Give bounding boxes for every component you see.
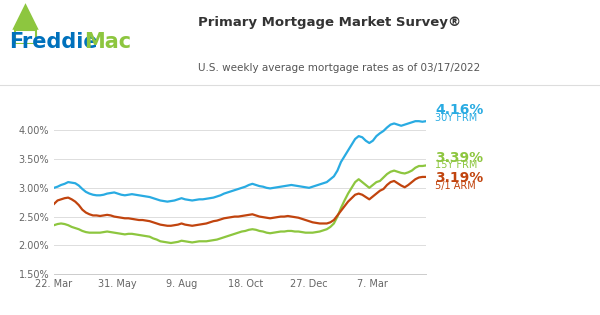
Text: Primary Mortgage Market Survey®: Primary Mortgage Market Survey® [198, 16, 461, 29]
Text: 5/1 ARM: 5/1 ARM [435, 181, 476, 192]
Text: U.S. weekly average mortgage rates as of 03/17/2022: U.S. weekly average mortgage rates as of… [198, 63, 480, 73]
Text: 4.16%: 4.16% [435, 103, 484, 117]
Text: 3.39%: 3.39% [435, 151, 483, 164]
Text: 15Y FRM: 15Y FRM [435, 160, 478, 170]
Text: Freddie: Freddie [9, 32, 98, 51]
Polygon shape [12, 3, 39, 30]
Text: 3.19%: 3.19% [435, 171, 483, 186]
Text: 30Y FRM: 30Y FRM [435, 113, 477, 123]
Polygon shape [15, 30, 36, 44]
Text: Mac: Mac [84, 32, 131, 51]
